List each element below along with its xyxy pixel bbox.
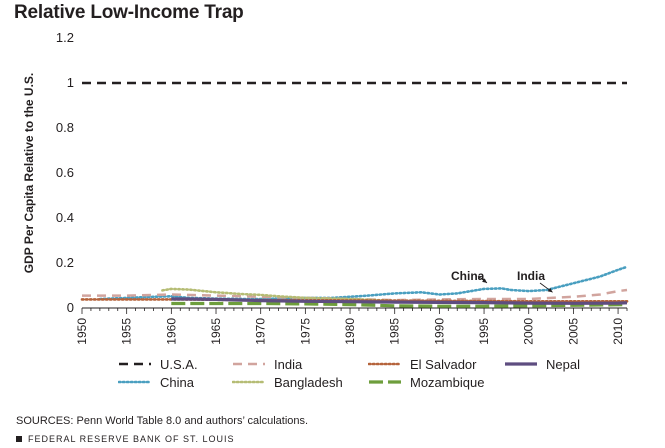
y-axis-label: GDP Per Capita Relative to the U.S. xyxy=(22,73,36,274)
legend-item-mozambique: Mozambique xyxy=(368,374,484,390)
series-line-mozambique xyxy=(171,301,628,308)
legend-item-china: China xyxy=(118,374,194,390)
legend-item-nepal: Nepal xyxy=(504,356,580,372)
legend-label: U.S.A. xyxy=(160,356,198,372)
y-tick-label: 0.2 xyxy=(56,255,74,270)
legend-item-bangladesh: Bangladesh xyxy=(232,374,343,390)
legend-label: Bangladesh xyxy=(274,374,343,390)
arrowhead-india-icon xyxy=(547,287,553,293)
legend: U.S.A. India El Salvador Nepal China Banglade… xyxy=(118,356,638,396)
footer: FEDERAL RESERVE BANK OF ST. LOUIS xyxy=(16,434,235,444)
x-tick-label: 1950 xyxy=(75,318,89,345)
y-tick-label: 0.6 xyxy=(56,165,74,180)
arrowhead-china-icon xyxy=(482,278,487,283)
footer-text: FEDERAL RESERVE BANK OF ST. LOUIS xyxy=(28,434,235,444)
annotation-china: China xyxy=(451,269,485,283)
x-tick-label: 1985 xyxy=(388,318,402,345)
legend-swatch xyxy=(369,380,401,384)
legend-item-el-salvador: El Salvador xyxy=(368,356,476,372)
x-tick-label: 2010 xyxy=(611,318,625,345)
annotation-india: India xyxy=(517,269,545,283)
x-tick-label: 1965 xyxy=(209,318,223,345)
legend-label: China xyxy=(160,374,194,390)
y-tick-label: 1.2 xyxy=(56,30,74,45)
series-line-nepal xyxy=(171,297,628,305)
legend-item-india: India xyxy=(232,356,302,372)
x-tick-label: 2000 xyxy=(522,318,536,345)
y-tick-label: 0.4 xyxy=(56,210,74,225)
x-tick-label: 1980 xyxy=(343,318,357,345)
legend-swatch xyxy=(505,362,537,366)
legend-label: Nepal xyxy=(546,356,580,372)
x-tick-label: 1990 xyxy=(432,318,446,345)
legend-label: Mozambique xyxy=(410,374,485,390)
footer-square-icon xyxy=(16,436,22,442)
legend-swatch xyxy=(119,362,151,366)
y-tick-label: 1 xyxy=(67,75,74,90)
x-tick-label: 1955 xyxy=(120,318,134,345)
x-tick-label: 2005 xyxy=(566,318,580,345)
legend-swatch xyxy=(233,362,265,366)
legend-swatch xyxy=(118,380,152,384)
x-tick-label: 1995 xyxy=(477,318,491,345)
x-tick-label: 1975 xyxy=(298,318,312,345)
sources-note: SOURCES: Penn World Table 8.0 and author… xyxy=(16,415,309,427)
chart-title: Relative Low-Income Trap xyxy=(14,2,244,23)
x-tick-label: 1970 xyxy=(254,318,268,345)
y-tick-label: 0 xyxy=(67,300,74,315)
legend-swatch xyxy=(368,362,402,366)
legend-item-u-s-a: U.S.A. xyxy=(118,356,198,372)
legend-label: El Salvador xyxy=(410,356,477,372)
legend-label: India xyxy=(274,356,303,372)
x-tick-label: 1960 xyxy=(164,318,178,345)
y-tick-label: 0.8 xyxy=(56,120,74,135)
legend-swatch xyxy=(232,380,266,384)
